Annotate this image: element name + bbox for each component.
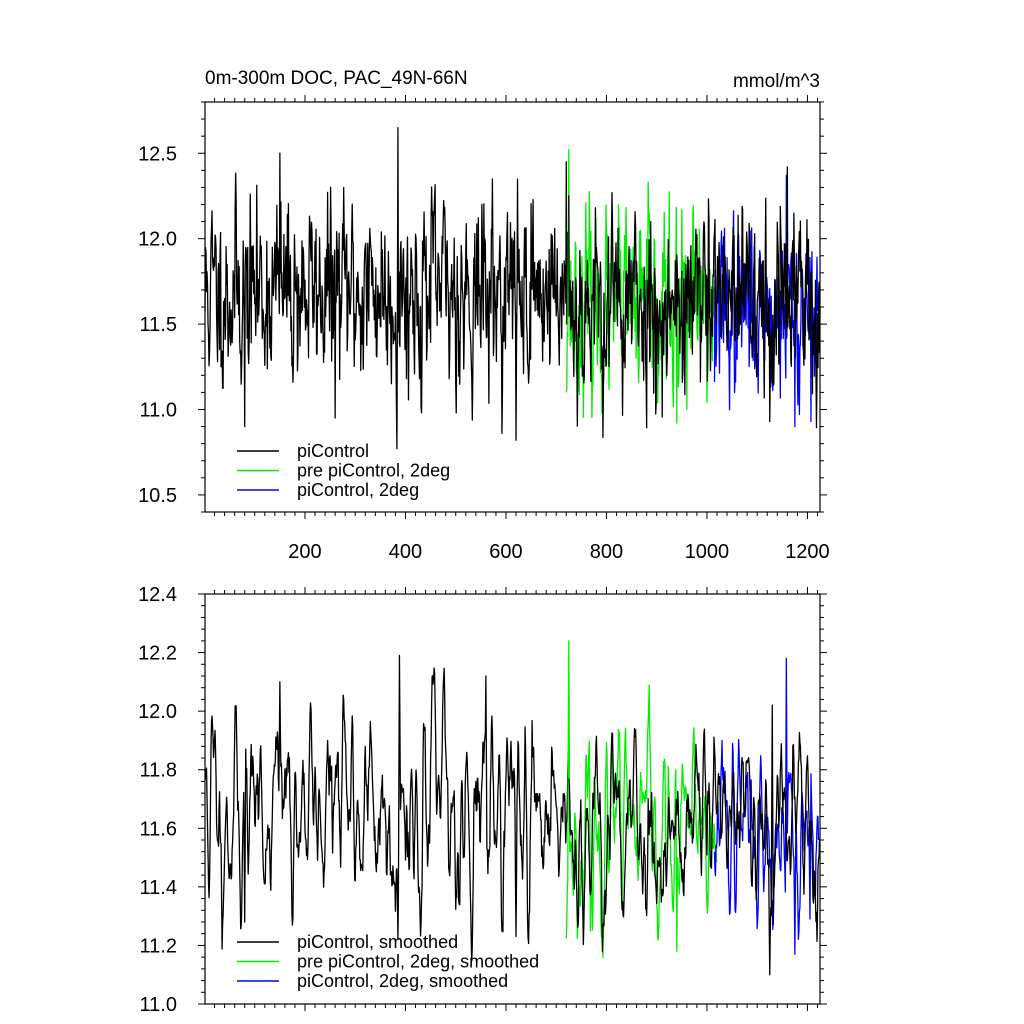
units-label: mmol/m^3 bbox=[733, 71, 820, 92]
x-tick-label: 1000 bbox=[685, 541, 730, 563]
series-line-top-0 bbox=[204, 126, 570, 450]
y-tick-label: 11.8 bbox=[140, 760, 177, 782]
legend-label: pre piControl, 2deg, smoothed bbox=[297, 952, 539, 972]
x-tick-label: 200 bbox=[288, 541, 321, 563]
y-tick-label: 12.2 bbox=[138, 643, 177, 665]
plot-frame-bottom bbox=[204, 593, 821, 1005]
y-tick-label: 12.5 bbox=[138, 143, 177, 165]
legend-label: piControl, smoothed bbox=[297, 932, 458, 952]
series-line-bottom-0 bbox=[204, 654, 570, 962]
series-line-top-3 bbox=[568, 166, 821, 439]
bottom-panel: 11.0 11.2 11.4 11.6 11.8 12.0 12.2 12.4 piContro… bbox=[138, 584, 827, 1016]
chart-title: 0m-300m DOC, PAC_49N-66N bbox=[205, 68, 468, 89]
x-tick-label: 400 bbox=[389, 541, 422, 563]
x-tick-label: 1200 bbox=[785, 541, 830, 563]
y-tick-label: 11.0 bbox=[140, 994, 177, 1016]
y-tick-label: 12.4 bbox=[138, 584, 177, 606]
y-tick-label: 10.5 bbox=[138, 485, 177, 507]
x-tick-label: 600 bbox=[489, 541, 522, 563]
y-tick-label: 11.5 bbox=[140, 314, 177, 336]
legend-label: piControl, 2deg, smoothed bbox=[297, 971, 508, 991]
y-tick-label: 11.6 bbox=[140, 818, 177, 840]
legend-label: piControl bbox=[297, 441, 369, 461]
top-panel: 200 400 600 800 1000 1200 10.5 11.0 11.5 12.0 12.5… bbox=[138, 95, 830, 563]
y-tick-label: 11.0 bbox=[140, 400, 177, 422]
y-tick-label: 11.4 bbox=[140, 877, 177, 899]
y-tick-label: 12.0 bbox=[138, 229, 177, 251]
legend-label: piControl, 2deg bbox=[297, 480, 419, 500]
series-line-bottom-3 bbox=[568, 704, 821, 976]
y-tick-label: 12.0 bbox=[138, 701, 177, 723]
y-tick-label: 11.2 bbox=[140, 935, 177, 957]
legend-label: pre piControl, 2deg bbox=[297, 461, 450, 481]
x-tick-label: 800 bbox=[590, 541, 623, 563]
